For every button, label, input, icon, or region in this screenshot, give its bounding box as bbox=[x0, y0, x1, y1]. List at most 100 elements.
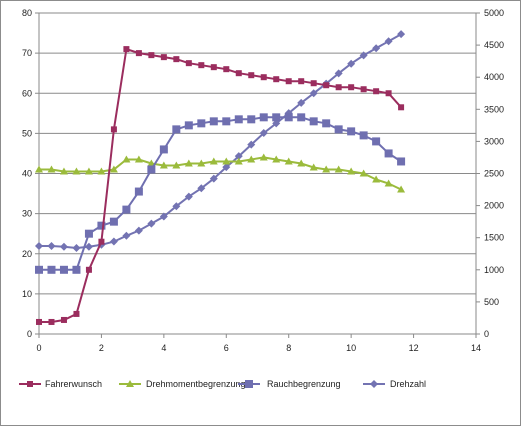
x-tick-label: 6 bbox=[224, 343, 229, 353]
x-tick-label: 2 bbox=[99, 343, 104, 353]
data-point bbox=[334, 125, 343, 134]
data-point bbox=[245, 380, 253, 388]
y2-tick-label: 3500 bbox=[484, 104, 504, 114]
data-point bbox=[210, 64, 217, 71]
y-tick-label: 50 bbox=[22, 128, 32, 138]
data-point bbox=[298, 78, 305, 85]
data-point bbox=[172, 202, 181, 211]
data-point bbox=[209, 174, 218, 183]
data-point bbox=[373, 88, 380, 95]
y2-tick-label: 2000 bbox=[484, 201, 504, 211]
series-drehzahl bbox=[35, 30, 406, 252]
data-point bbox=[185, 60, 192, 67]
data-point bbox=[309, 117, 318, 126]
data-point bbox=[159, 145, 168, 154]
data-point bbox=[335, 84, 342, 91]
axes: 0102030405060708005001000150020002500300… bbox=[22, 8, 504, 353]
data-point bbox=[110, 126, 117, 133]
data-point bbox=[285, 78, 292, 85]
data-point bbox=[72, 265, 81, 274]
data-point bbox=[297, 113, 306, 122]
data-point bbox=[84, 242, 93, 251]
data-point bbox=[372, 44, 381, 53]
data-point bbox=[47, 165, 56, 173]
data-point bbox=[323, 82, 330, 89]
data-point bbox=[147, 165, 156, 174]
legend-label: Rauchbegrenzung bbox=[267, 379, 341, 389]
data-point bbox=[272, 113, 281, 122]
data-point bbox=[184, 121, 193, 130]
data-point bbox=[397, 157, 406, 166]
y-tick-label: 30 bbox=[22, 209, 32, 219]
data-point bbox=[372, 137, 381, 146]
series-line bbox=[39, 33, 402, 250]
data-point bbox=[235, 70, 242, 77]
data-point bbox=[322, 165, 331, 173]
data-point bbox=[385, 90, 392, 97]
data-point bbox=[172, 125, 181, 134]
data-point bbox=[122, 231, 131, 240]
legend-label: Fahrerwunsch bbox=[45, 379, 102, 389]
series-line bbox=[39, 47, 402, 323]
x-tick-label: 0 bbox=[36, 343, 41, 353]
data-point bbox=[209, 157, 218, 165]
data-point bbox=[47, 242, 56, 251]
data-point bbox=[59, 265, 68, 274]
gridlines bbox=[39, 12, 476, 335]
x-tick-label: 12 bbox=[409, 343, 419, 353]
data-point bbox=[135, 50, 142, 57]
data-point bbox=[222, 157, 231, 165]
data-point bbox=[309, 89, 318, 98]
y2-tick-label: 5000 bbox=[484, 8, 504, 18]
data-point bbox=[259, 129, 268, 138]
data-point bbox=[234, 152, 243, 161]
data-point bbox=[347, 59, 356, 68]
data-point bbox=[384, 149, 393, 158]
data-point bbox=[272, 155, 281, 163]
data-point bbox=[36, 318, 42, 325]
data-point bbox=[197, 119, 206, 128]
data-point bbox=[359, 131, 368, 140]
data-point bbox=[72, 243, 81, 252]
data-point bbox=[222, 163, 231, 172]
data-point bbox=[197, 184, 206, 193]
data-point bbox=[322, 119, 331, 128]
data-point bbox=[397, 30, 406, 39]
y2-tick-label: 0 bbox=[484, 329, 489, 339]
data-point bbox=[248, 72, 255, 79]
data-point bbox=[35, 265, 43, 274]
data-point bbox=[172, 161, 181, 169]
data-point bbox=[348, 84, 355, 91]
data-point bbox=[60, 316, 67, 323]
data-point bbox=[134, 155, 143, 163]
data-point bbox=[247, 140, 256, 149]
data-point bbox=[397, 185, 406, 193]
data-point bbox=[222, 117, 231, 126]
data-point bbox=[284, 113, 293, 122]
legend-item: Drehzahl bbox=[363, 379, 426, 389]
data-point bbox=[272, 119, 281, 128]
series-fahrerwunsch bbox=[36, 46, 405, 325]
y-tick-label: 10 bbox=[22, 289, 32, 299]
y-tick-label: 80 bbox=[22, 8, 32, 18]
data-point bbox=[84, 167, 93, 175]
data-point bbox=[59, 167, 68, 175]
data-point bbox=[84, 229, 93, 238]
data-point bbox=[359, 169, 368, 177]
data-point bbox=[273, 76, 280, 83]
data-point bbox=[347, 127, 356, 136]
x-tick-label: 4 bbox=[161, 343, 166, 353]
data-point bbox=[398, 104, 405, 111]
y2-tick-label: 3000 bbox=[484, 136, 504, 146]
data-point bbox=[47, 265, 56, 274]
data-point bbox=[148, 52, 155, 59]
data-point bbox=[259, 113, 268, 122]
data-point bbox=[97, 167, 106, 175]
data-point bbox=[234, 115, 243, 124]
data-point bbox=[35, 165, 43, 173]
data-point bbox=[35, 242, 43, 251]
legend-item: Drehmomentbegrenzung bbox=[119, 379, 246, 389]
data-point bbox=[370, 380, 378, 388]
data-point bbox=[334, 165, 343, 173]
